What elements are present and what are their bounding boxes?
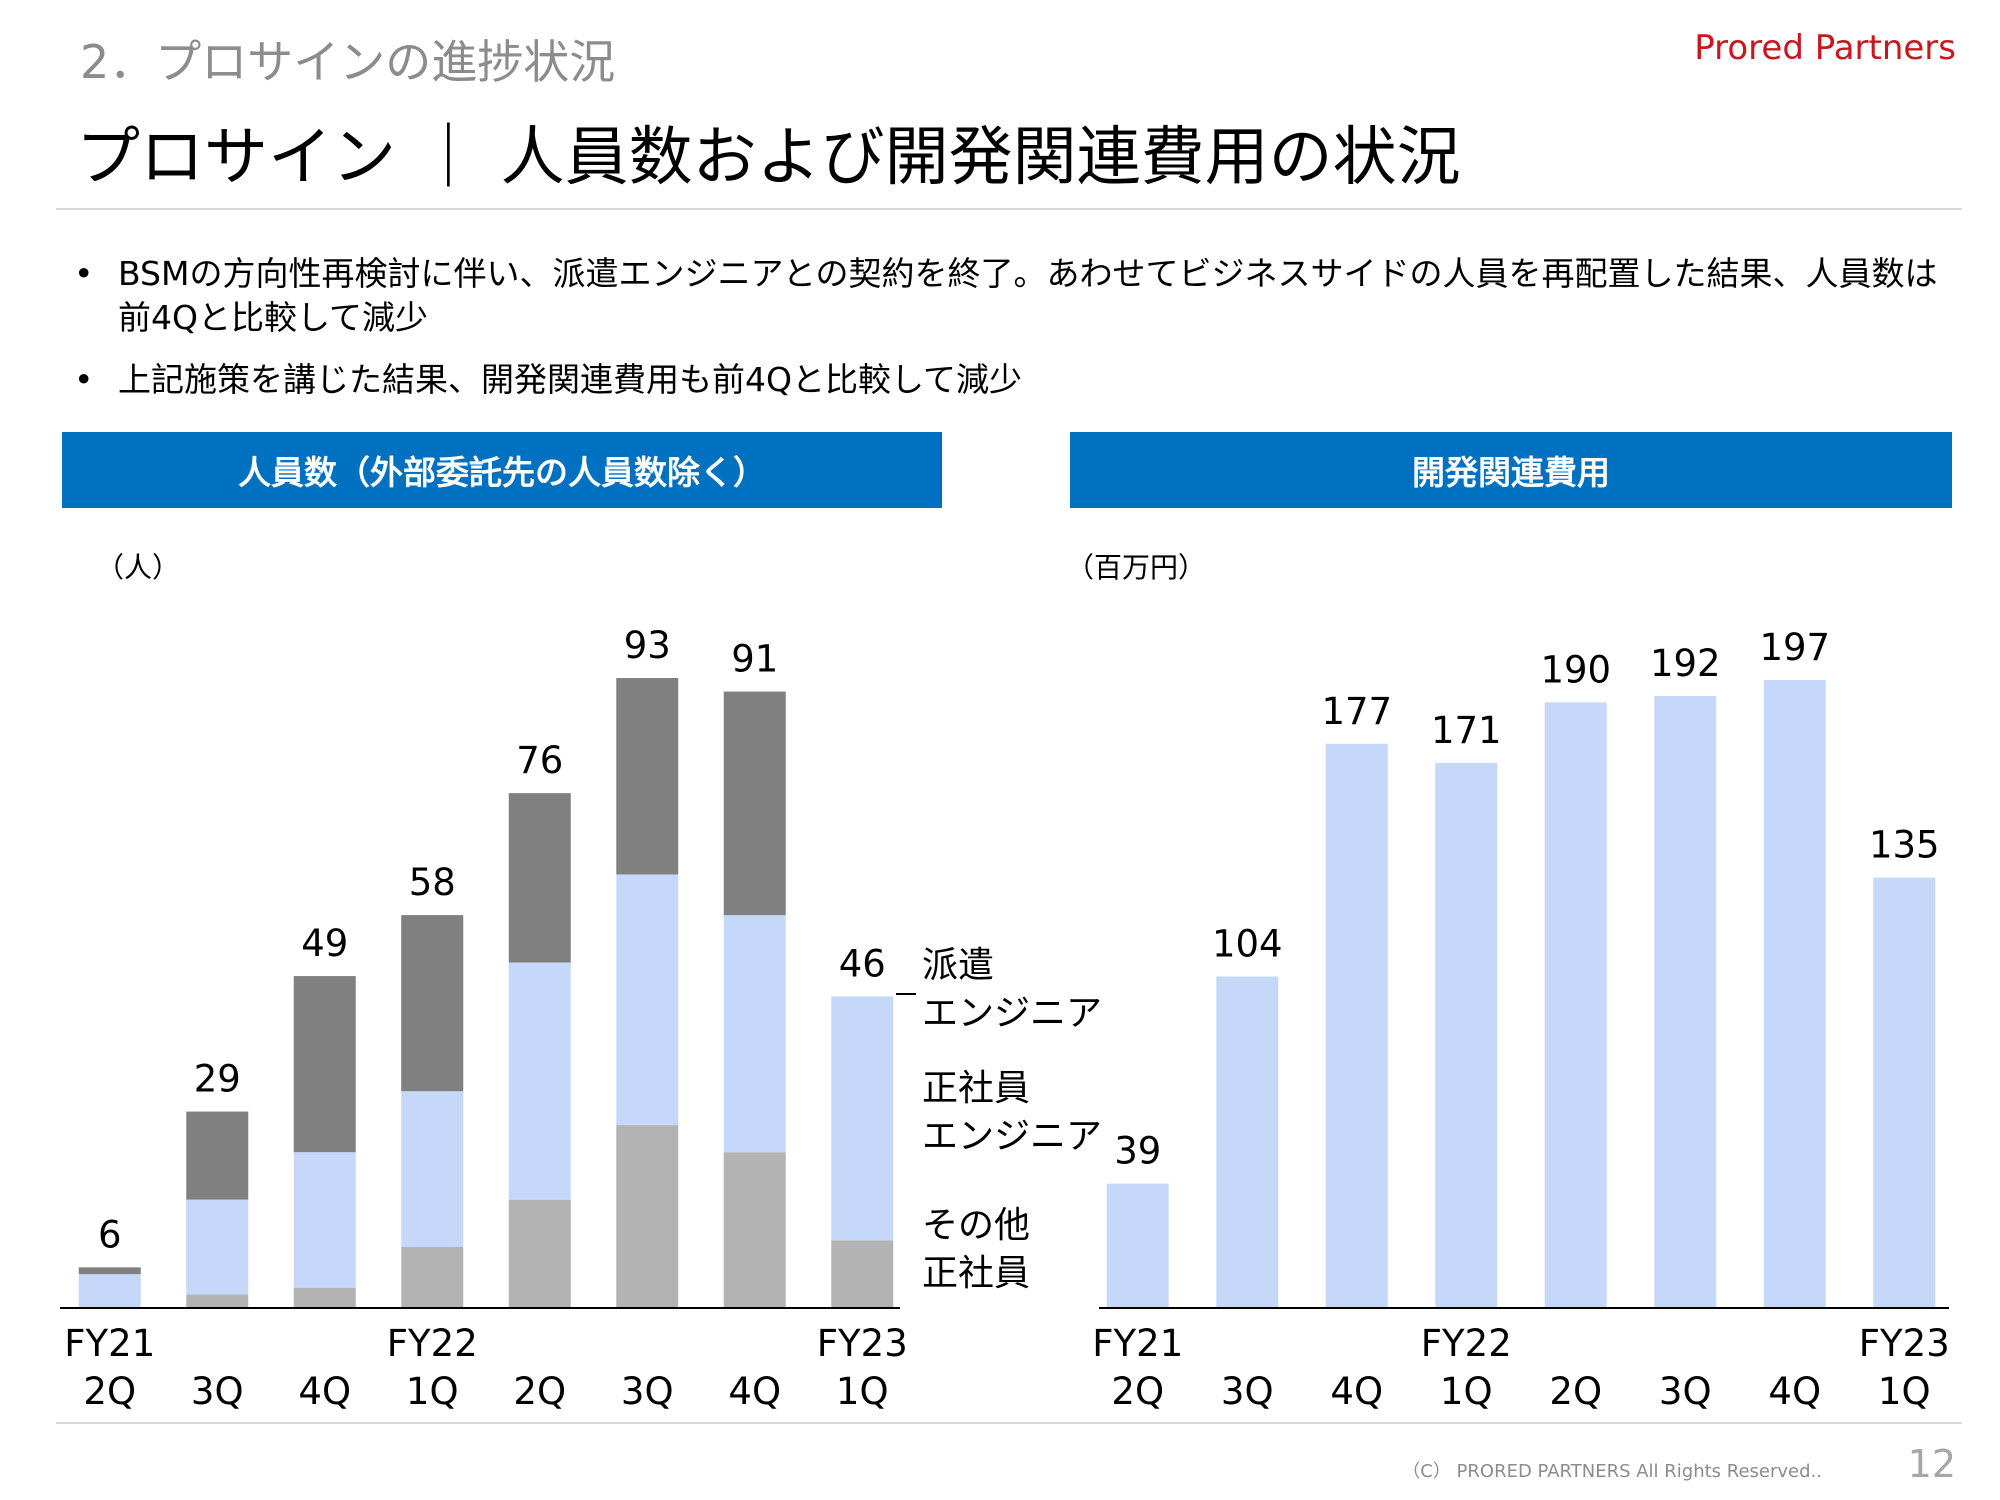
bar	[1435, 762, 1498, 1308]
x-tick-label-year: FY21	[1092, 1322, 1183, 1365]
bar	[1106, 1183, 1169, 1308]
bar-segment-fulltime-engineer	[186, 1199, 249, 1295]
bar-segment-fulltime-engineer	[616, 874, 679, 1126]
brand-logo: Prored Partners	[1694, 28, 1956, 68]
x-tick-label-quarter: 3Q	[1659, 1370, 1712, 1413]
bar-segment-fulltime-engineer	[831, 996, 894, 1241]
bullet-item: BSMの方向性再検討に伴い、派遣エンジニアとの契約を終了。あわせてビジネスサイド…	[70, 252, 1950, 340]
data-label-total: 76	[516, 739, 563, 782]
data-label-total: 29	[194, 1058, 241, 1101]
bar-segment-dispatch-engineer	[186, 1111, 249, 1200]
bar-segment-dispatch-engineer	[78, 1267, 141, 1275]
bar-segment-other-fulltime	[616, 1125, 679, 1308]
legend-label: エンジニア	[922, 993, 1103, 1034]
x-tick-label-quarter: 2Q	[1549, 1370, 1602, 1413]
bullet-list: BSMの方向性再検討に伴い、派遣エンジニアとの契約を終了。あわせてビジネスサイド…	[70, 252, 1950, 420]
x-tick-label-quarter: 3Q	[621, 1370, 674, 1413]
bar-segment-other-fulltime	[508, 1199, 571, 1308]
legend-label: 派遣	[922, 945, 995, 986]
x-tick-label-year: FY23	[817, 1322, 908, 1365]
x-tick-label-quarter: 1Q	[406, 1370, 459, 1413]
x-tick-label-year: FY22	[387, 1322, 478, 1365]
x-tick-label-year: FY21	[64, 1322, 155, 1365]
bar-segment-fulltime-engineer	[508, 962, 571, 1200]
page-title: プロサイン ｜ 人員数および開発関連費用の状況	[76, 121, 1461, 195]
bar	[1873, 877, 1936, 1308]
bar-segment-fulltime-engineer	[78, 1274, 141, 1308]
x-tick-label-year: FY22	[1421, 1322, 1512, 1365]
legend-label: 正社員	[922, 1068, 1031, 1109]
page-number: 12	[1907, 1442, 1956, 1486]
x-tick-label-year: FY23	[1859, 1322, 1950, 1365]
data-label-total: 58	[409, 861, 456, 904]
bar-segment-dispatch-engineer	[508, 793, 571, 963]
data-label: 39	[1114, 1130, 1161, 1173]
x-tick-label-quarter: 4Q	[298, 1370, 351, 1413]
bar-segment-fulltime-engineer	[723, 915, 786, 1153]
x-tick-label-quarter: 4Q	[1330, 1370, 1383, 1413]
bar-segment-other-fulltime	[401, 1247, 464, 1308]
data-label-total: 91	[731, 638, 778, 681]
cost-unit-label: （百万円）	[1066, 551, 1207, 584]
legend-label: エンジニア	[922, 1116, 1103, 1157]
copyright: （C） PRORED PARTNERS All Rights Reserved.…	[1402, 1461, 1822, 1482]
bar-segment-dispatch-engineer	[293, 976, 356, 1153]
x-tick-label-quarter: 3Q	[1221, 1370, 1274, 1413]
data-label: 190	[1540, 648, 1611, 691]
bar-segment-other-fulltime	[186, 1294, 249, 1308]
data-label-total: 6	[98, 1213, 122, 1256]
bar	[1325, 743, 1388, 1308]
footer-divider	[56, 1422, 1962, 1424]
x-tick-label-quarter: 2Q	[1111, 1370, 1164, 1413]
legend-other-fulltime: その他 正社員	[922, 1202, 1030, 1298]
headcount-panel-heading: 人員数（外部委託先の人員数除く）	[62, 432, 942, 508]
legend-label: その他	[922, 1205, 1031, 1246]
x-tick-label-quarter: 2Q	[83, 1370, 136, 1413]
legend-label: 正社員	[922, 1253, 1031, 1294]
bar-segment-other-fulltime	[831, 1240, 894, 1308]
data-label-total: 93	[624, 624, 671, 667]
bar-segment-dispatch-engineer	[401, 915, 464, 1092]
x-tick-label-quarter: 3Q	[191, 1370, 244, 1413]
bar-segment-other-fulltime	[293, 1287, 356, 1308]
cost-panel-heading: 開発関連費用	[1070, 432, 1952, 508]
data-label: 177	[1321, 690, 1392, 733]
data-label: 197	[1759, 626, 1830, 669]
bar-segment-dispatch-engineer	[723, 691, 786, 916]
headcount-unit-label: （人）	[96, 551, 181, 584]
data-label-total: 49	[301, 922, 348, 965]
bar	[1654, 695, 1717, 1308]
legend-dispatch-engineer: 派遣 エンジニア	[922, 942, 1102, 1038]
data-label: 135	[1869, 824, 1940, 867]
data-label: 171	[1431, 709, 1502, 752]
bar	[1763, 680, 1826, 1308]
x-tick-label-quarter: 1Q	[1878, 1370, 1931, 1413]
bar-segment-dispatch-engineer	[616, 678, 679, 875]
x-tick-label-quarter: 1Q	[836, 1370, 889, 1413]
bullet-item: 上記施策を講じた結果、開発関連費用も前4Qと比較して減少	[70, 358, 1950, 402]
bar	[1216, 976, 1279, 1308]
legend-fulltime-engineer: 正社員 エンジニア	[922, 1065, 1102, 1161]
bar-segment-other-fulltime	[723, 1152, 786, 1308]
bar	[1544, 702, 1607, 1308]
data-label: 104	[1212, 922, 1283, 965]
bar-segment-fulltime-engineer	[401, 1091, 464, 1248]
data-label-total: 46	[839, 942, 886, 985]
section-title: 2．プロサインの進捗状況	[80, 35, 616, 89]
x-tick-label-quarter: 4Q	[1768, 1370, 1821, 1413]
x-tick-label-quarter: 4Q	[728, 1370, 781, 1413]
x-tick-label-quarter: 1Q	[1440, 1370, 1493, 1413]
data-label: 192	[1650, 642, 1721, 685]
title-divider	[56, 208, 1962, 210]
x-tick-label-quarter: 2Q	[513, 1370, 566, 1413]
bar-segment-fulltime-engineer	[293, 1152, 356, 1288]
